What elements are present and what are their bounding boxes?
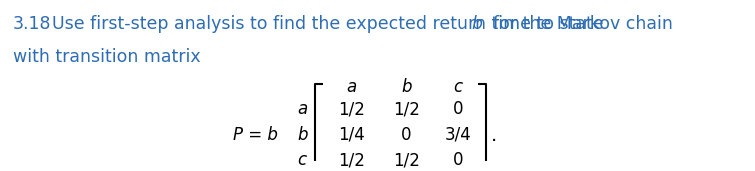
Text: 1/2: 1/2 [393, 100, 420, 118]
Text: .: . [491, 126, 497, 145]
Text: 1/2: 1/2 [338, 100, 365, 118]
Text: 1/4: 1/4 [338, 126, 365, 144]
Text: Use first-step analysis to find the expected return time to state: Use first-step analysis to find the expe… [51, 15, 603, 33]
Text: c: c [297, 151, 307, 169]
Text: a: a [347, 78, 357, 96]
Text: 1/2: 1/2 [393, 151, 420, 169]
Text: 0: 0 [401, 126, 411, 144]
Text: for the Markov chain: for the Markov chain [492, 15, 673, 33]
Text: 3/4: 3/4 [445, 126, 471, 144]
Text: b: b [297, 126, 307, 144]
Text: 3.18: 3.18 [13, 15, 51, 33]
Text: a: a [297, 100, 307, 118]
Text: 0: 0 [452, 151, 463, 169]
Text: b: b [472, 15, 482, 33]
Text: P = b: P = b [233, 126, 278, 144]
Text: 1/2: 1/2 [338, 151, 365, 169]
Text: b: b [401, 78, 411, 96]
Text: with transition matrix: with transition matrix [13, 48, 201, 66]
Text: c: c [453, 78, 462, 96]
Text: 0: 0 [452, 100, 463, 118]
